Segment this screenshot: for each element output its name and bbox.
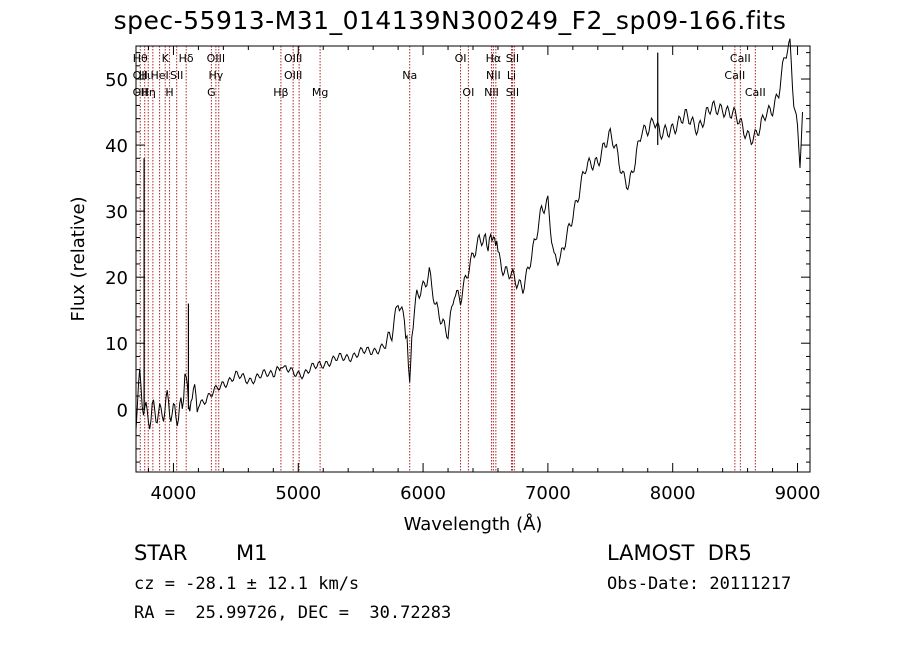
y-axis-ticks: 0 10 20 30 40 50 xyxy=(105,52,810,463)
object-class: STAR xyxy=(134,541,188,565)
cz-value: cz = -28.1 ± 12.1 km/s xyxy=(134,574,360,594)
y-tick-label: 10 xyxy=(105,334,128,355)
line-label: Hβ xyxy=(273,86,288,99)
line-label: H xyxy=(165,86,173,99)
line-label: SII xyxy=(506,86,519,99)
x-tick-label: 7000 xyxy=(525,483,571,504)
x-axis-ticks: 4000 5000 6000 7000 8000 9000 xyxy=(147,46,821,504)
line-label: CaII xyxy=(724,69,745,82)
line-label: OI xyxy=(462,86,474,99)
line-label: Mg xyxy=(312,86,328,99)
line-label: K xyxy=(162,52,170,65)
plot-frame xyxy=(135,45,811,473)
line-label: OI xyxy=(455,52,467,65)
line-label: Hγ xyxy=(208,69,223,82)
line-label: Hη xyxy=(141,86,156,99)
line-label: Hι xyxy=(139,69,151,82)
line-label: G xyxy=(207,86,216,99)
spectrum-series xyxy=(135,38,803,431)
line-label: CaII xyxy=(745,86,766,99)
line-label: NII xyxy=(486,69,501,82)
y-tick-label: 0 xyxy=(117,400,128,421)
line-label: CaII xyxy=(730,52,751,65)
line-label: NII xyxy=(484,86,499,99)
line-label: SII xyxy=(170,69,183,82)
ra-dec: RA = 25.99726, DEC = 30.72283 xyxy=(134,603,452,623)
x-tick-label: 5000 xyxy=(275,483,321,504)
y-tick-label: 40 xyxy=(105,136,128,157)
object-subclass: M1 xyxy=(236,541,268,565)
line-label: OIII xyxy=(207,52,225,65)
line-label: Hδ xyxy=(179,52,194,65)
line-label: HeI xyxy=(150,69,168,82)
x-tick-label: 8000 xyxy=(650,483,696,504)
spectrum-chart: HθOIIOIIHιHηHeIKHSIIHδGOIIIHγHβOIIIOIIIM… xyxy=(68,38,821,535)
line-annotations: HθOIIOIIHιHηHeIKHSIIHδGOIIIHγHβOIIIOIIIM… xyxy=(133,52,766,99)
y-tick-label: 30 xyxy=(105,202,128,223)
y-tick-label: 50 xyxy=(105,70,128,91)
survey-name: LAMOST DR5 xyxy=(607,541,752,565)
line-label: OIII xyxy=(284,69,302,82)
line-label: SII xyxy=(506,52,519,65)
line-label: Hθ xyxy=(133,52,148,65)
line-label: Hα xyxy=(486,52,502,65)
y-tick-label: 20 xyxy=(105,268,128,289)
x-axis-label: Wavelength (Å) xyxy=(404,513,543,535)
x-tick-label: 9000 xyxy=(775,483,821,504)
line-label: Na xyxy=(402,69,417,82)
line-label: OIII xyxy=(284,52,302,65)
x-tick-label: 4000 xyxy=(151,483,197,504)
y-axis-label: Flux (relative) xyxy=(68,196,89,321)
spectrum-line xyxy=(135,38,803,431)
line-label: Li xyxy=(507,69,516,82)
obs-date: Obs-Date: 20111217 xyxy=(607,574,792,594)
chart-title: spec-55913-M31_014139N300249_F2_sp09-166… xyxy=(113,6,787,35)
x-tick-label: 6000 xyxy=(400,483,446,504)
line-markers xyxy=(139,46,756,472)
